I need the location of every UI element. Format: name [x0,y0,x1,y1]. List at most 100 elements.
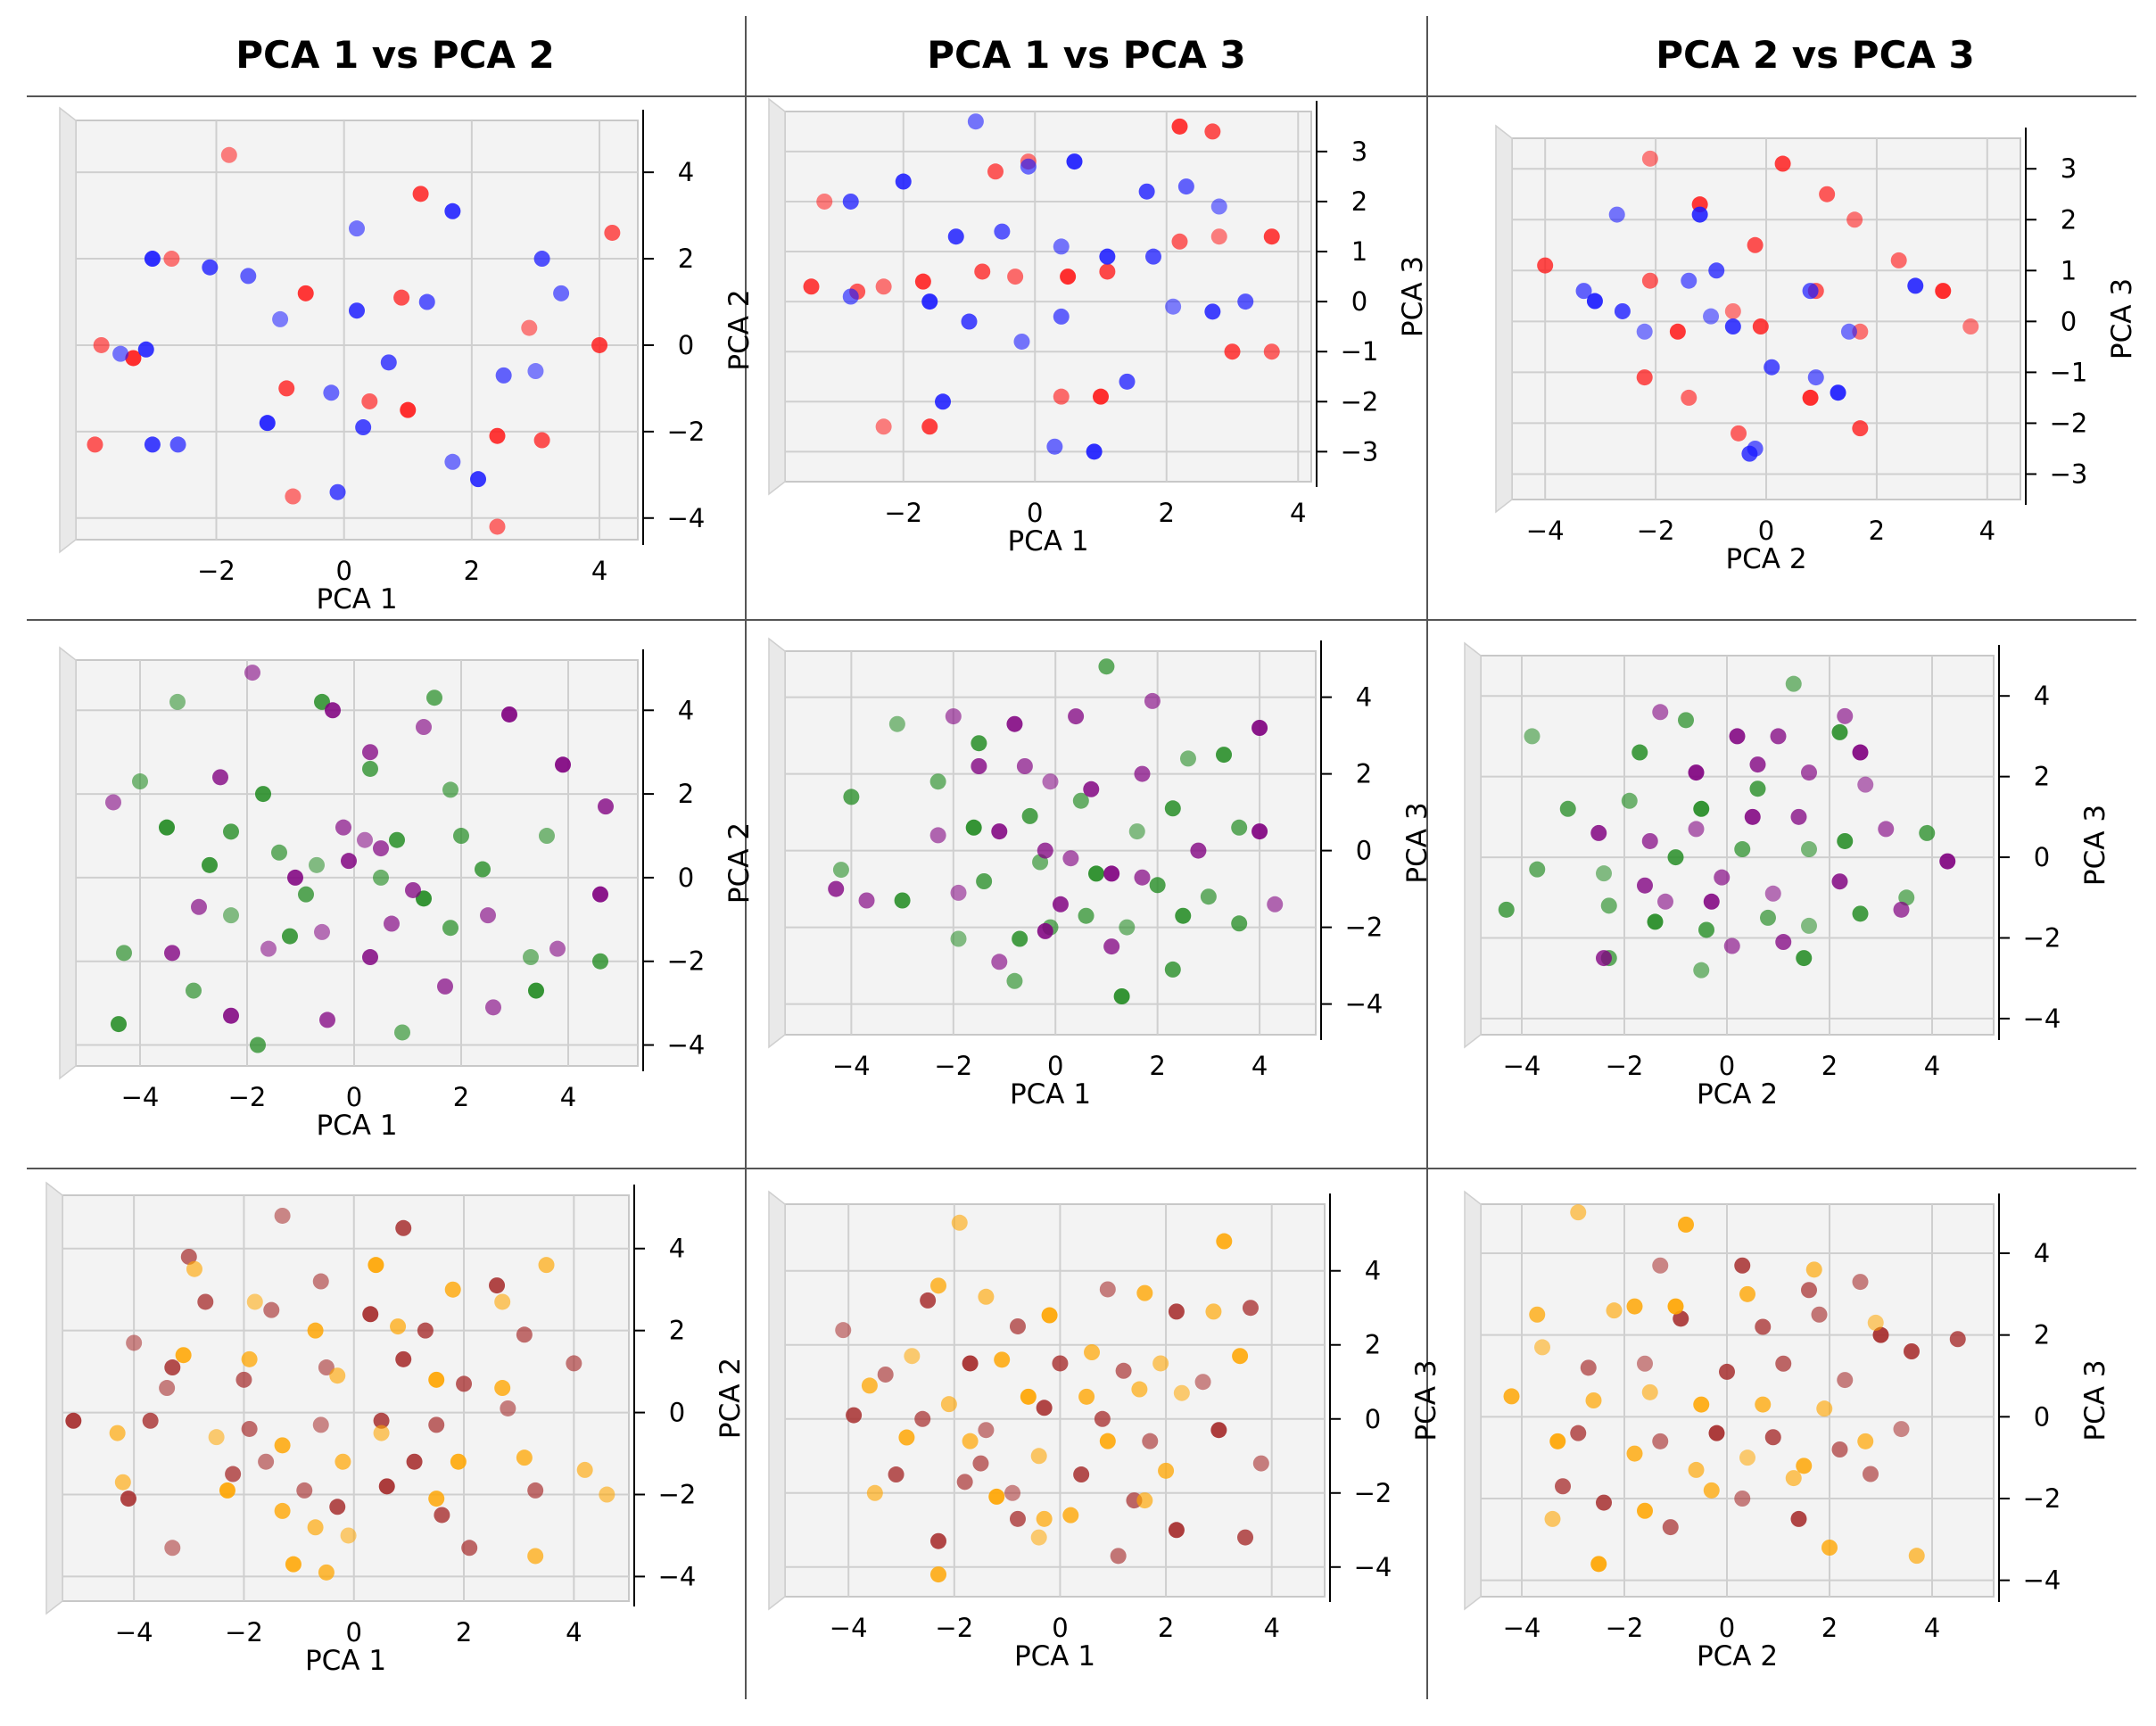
data-point-b [362,744,378,761]
data-point-b [895,173,912,190]
data-point-a [516,1326,533,1343]
data-point-b [950,884,967,901]
points [87,146,621,535]
data-point-b [1840,323,1857,340]
data-point-a [930,1532,947,1549]
data-point-b [1805,1261,1822,1278]
y-tick-label: 3 [1351,136,1367,167]
x-axis-label: PCA 2 [1725,543,1806,575]
data-point-b [1764,359,1780,376]
data-point-a [1171,118,1188,135]
data-point-b [444,202,461,219]
data-point-b [390,1318,407,1335]
y-tick-label: 0 [2034,1401,2050,1432]
y-tick-label: −1 [2050,357,2088,387]
data-point-b [945,708,962,725]
data-point-b [285,1556,302,1573]
data-point-a [475,861,491,878]
y-tick-label: 0 [1351,286,1367,317]
data-point-b [1747,440,1764,457]
data-point-a [87,436,103,453]
data-point-b [1807,369,1824,386]
y-tick-label: 1 [2061,255,2077,285]
gridlines [62,1195,629,1601]
data-point-b [1103,865,1120,882]
data-point-b [1801,764,1817,781]
y-tick-label: 4 [2034,681,2050,711]
data-point-a [1760,909,1776,926]
data-point-a [1890,252,1907,268]
data-point-a [361,392,378,409]
data-point-b [866,1484,883,1501]
y-axis-label: PCA 2 [715,1358,747,1439]
scatter-panels: 4 2 0 −2 −4 −2 0 2 4 PCA 1 PCA 2 3 2 1 0 −1 −2 −3 −2 0 2 4 PCA… [45,97,2138,1677]
data-point-b [828,880,845,897]
data-point-a [1036,1400,1053,1416]
data-point-b [1852,744,1869,761]
x-tick-label: −4 [1503,1051,1541,1081]
y-tick-label: −1 [1341,336,1379,367]
data-point-a [1837,1372,1854,1389]
data-point-a [296,1482,313,1499]
data-point-b [335,819,351,836]
data-point-a [1053,388,1070,405]
data-point-a [1194,1374,1211,1391]
data-point-a [1831,1441,1848,1458]
x-axis-label: PCA 1 [305,1645,386,1677]
data-point-a [1893,1421,1910,1438]
x-axis-label: PCA 1 [1010,1078,1091,1111]
data-point-b [1893,901,1910,918]
x-axis-label: PCA 2 [1697,1078,1778,1111]
points [835,1214,1269,1583]
pane-side-wall [59,106,77,554]
data-point-b [1637,1502,1653,1519]
data-point-a [461,1540,478,1557]
data-point-a [1724,302,1741,319]
data-point-a [393,289,410,306]
data-point-b [1775,934,1792,951]
data-point-b [1693,1396,1710,1413]
data-point-a [362,1306,379,1323]
data-point-a [877,1366,894,1383]
data-point-b [112,345,129,362]
data-point-b [930,1566,947,1583]
data-point-b [418,293,435,310]
data-point-b [314,923,330,940]
y-tick-label: 2 [678,779,694,809]
scatter-panel-7: 4 2 0 −2 −4 −4 −2 0 2 4 PCA 1 PCA 2 [45,1181,747,1677]
x-tick-label: 2 [1821,1051,1838,1081]
data-point-b [988,1488,1005,1505]
data-point-a [843,789,860,805]
data-point-b [1590,1556,1607,1573]
data-point-b [307,1519,324,1536]
scatter-panel-8: 4 2 0 −2 −4 −4 −2 0 2 4 PCA 1 PCA 3 [768,1190,1442,1672]
data-point-a [1537,257,1554,274]
data-point-b [1830,384,1846,401]
data-point-b [335,1453,351,1470]
data-point-a [914,273,931,290]
x-axis-label: PCA 1 [1014,1640,1095,1672]
data-point-b [319,1012,335,1028]
data-point-a [1693,962,1710,979]
data-point-a [1904,1343,1920,1359]
grid-lines [27,16,2136,1699]
pane-side-wall [768,97,786,496]
data-point-b [962,1433,979,1449]
data-point-a [971,735,987,752]
data-point-a [235,1371,252,1388]
data-point-b [1053,308,1070,325]
data-point-a [1559,800,1576,817]
data-point-a [1652,1433,1669,1449]
data-point-b [947,228,964,245]
data-point-b [1052,896,1069,913]
data-point-a [318,1359,335,1376]
data-point-a [1747,236,1764,253]
data-point-b [1205,1303,1222,1320]
data-point-a [1898,889,1915,906]
x-tick-label: 2 [1821,1613,1838,1643]
x-axis-label: PCA 2 [1697,1640,1778,1672]
data-point-b [1549,1433,1566,1449]
data-point-a [1852,905,1869,922]
data-point-b [1596,950,1612,967]
data-point-b [480,907,496,924]
